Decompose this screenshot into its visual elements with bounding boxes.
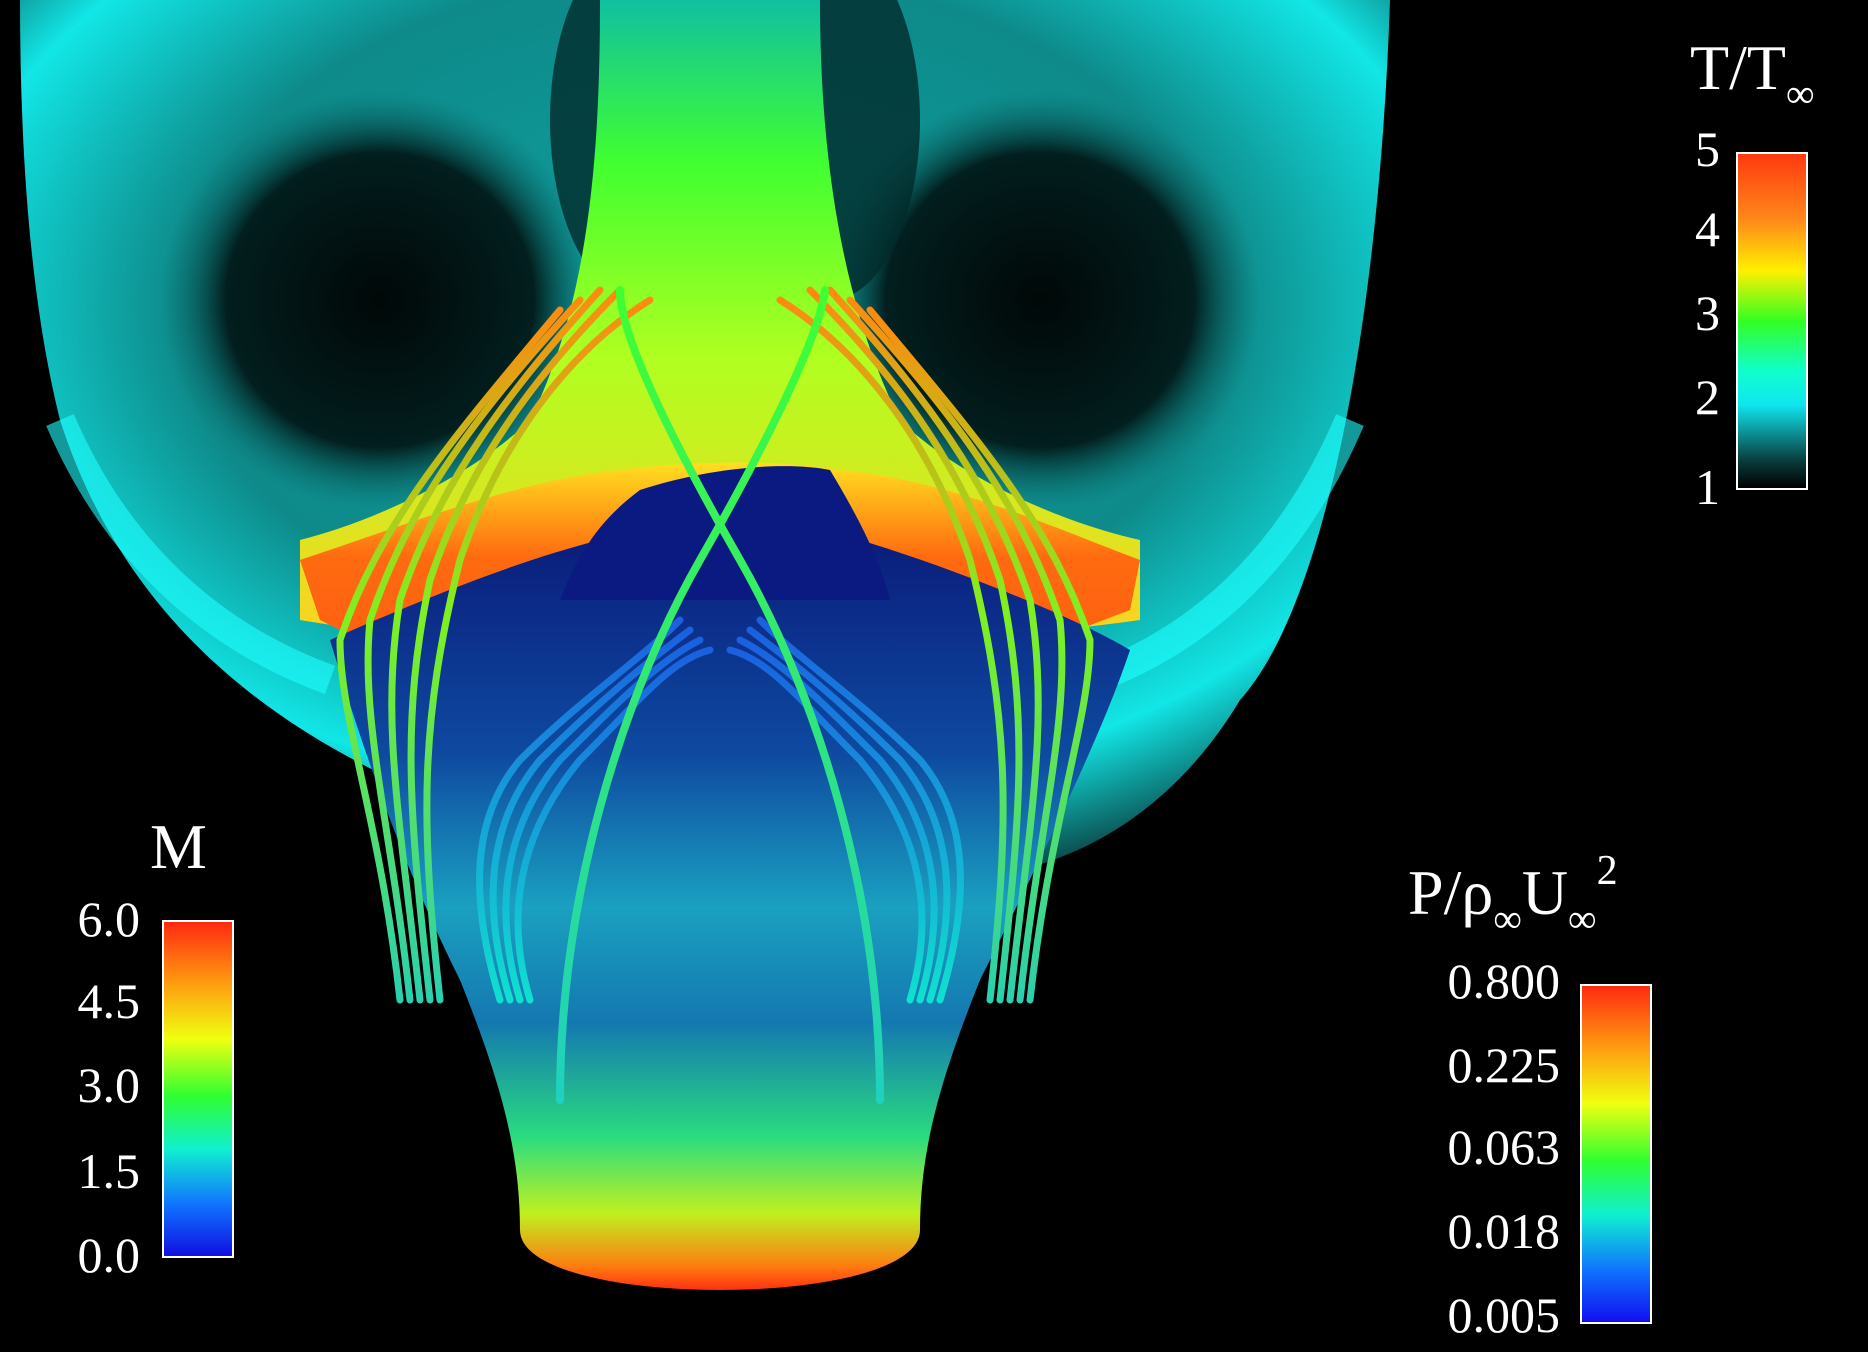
temperature-tick: 4 bbox=[1695, 201, 1720, 257]
streamlines-tail-center bbox=[811, 1270, 889, 1330]
pressure-title-u: U bbox=[1521, 857, 1569, 928]
mach-tick: 0.0 bbox=[77, 1227, 141, 1283]
mach-tick: 4.5 bbox=[77, 973, 141, 1029]
temperature-tick: 3 bbox=[1695, 285, 1720, 341]
streamlines-tail-left bbox=[596, 1060, 679, 1230]
streamlines-left-outer bbox=[336, 286, 654, 1004]
pressure-tick: 0.800 bbox=[1447, 953, 1561, 1009]
pressure-tick: 0.005 bbox=[1447, 1287, 1561, 1343]
pressure-title-subscript-u: ∞ bbox=[1568, 896, 1597, 941]
pressure-colorbar bbox=[1580, 984, 1652, 1324]
mach-tick: 1.5 bbox=[77, 1143, 141, 1199]
temperature-tick: 1 bbox=[1695, 459, 1720, 515]
temperature-title-subscript: ∞ bbox=[1785, 71, 1815, 116]
pressure-tick: 0.063 bbox=[1447, 1119, 1561, 1175]
temperature-colorbar bbox=[1736, 152, 1808, 490]
mach-colorbar bbox=[162, 920, 234, 1258]
vehicle-body bbox=[330, 525, 1130, 1290]
mach-tick: 6.0 bbox=[77, 891, 141, 947]
pressure-tick: 0.018 bbox=[1447, 1203, 1561, 1259]
pressure-title-superscript: 2 bbox=[1596, 848, 1618, 894]
pressure-title-subscript-rho: ∞ bbox=[1493, 896, 1522, 941]
mach-tick: 3.0 bbox=[77, 1057, 141, 1113]
pressure-tick: 0.225 bbox=[1447, 1037, 1561, 1093]
streamlines-center bbox=[556, 286, 884, 1104]
temperature-tick: 2 bbox=[1695, 369, 1720, 425]
temperature-title-text: T/T bbox=[1690, 32, 1786, 103]
right-dark-lobe bbox=[820, 90, 1260, 510]
pressure-legend-title: P/ρ∞U∞2 bbox=[1408, 850, 1618, 939]
mach-legend-title: M bbox=[150, 811, 207, 882]
streamlines-right-outer bbox=[776, 286, 1094, 1004]
temperature-legend-title: T/T∞ bbox=[1690, 36, 1814, 114]
streamlines-tail-right bbox=[1011, 1060, 1094, 1230]
temperature-tick: 5 bbox=[1695, 121, 1720, 177]
pressure-title-p: P/ρ bbox=[1408, 857, 1494, 928]
